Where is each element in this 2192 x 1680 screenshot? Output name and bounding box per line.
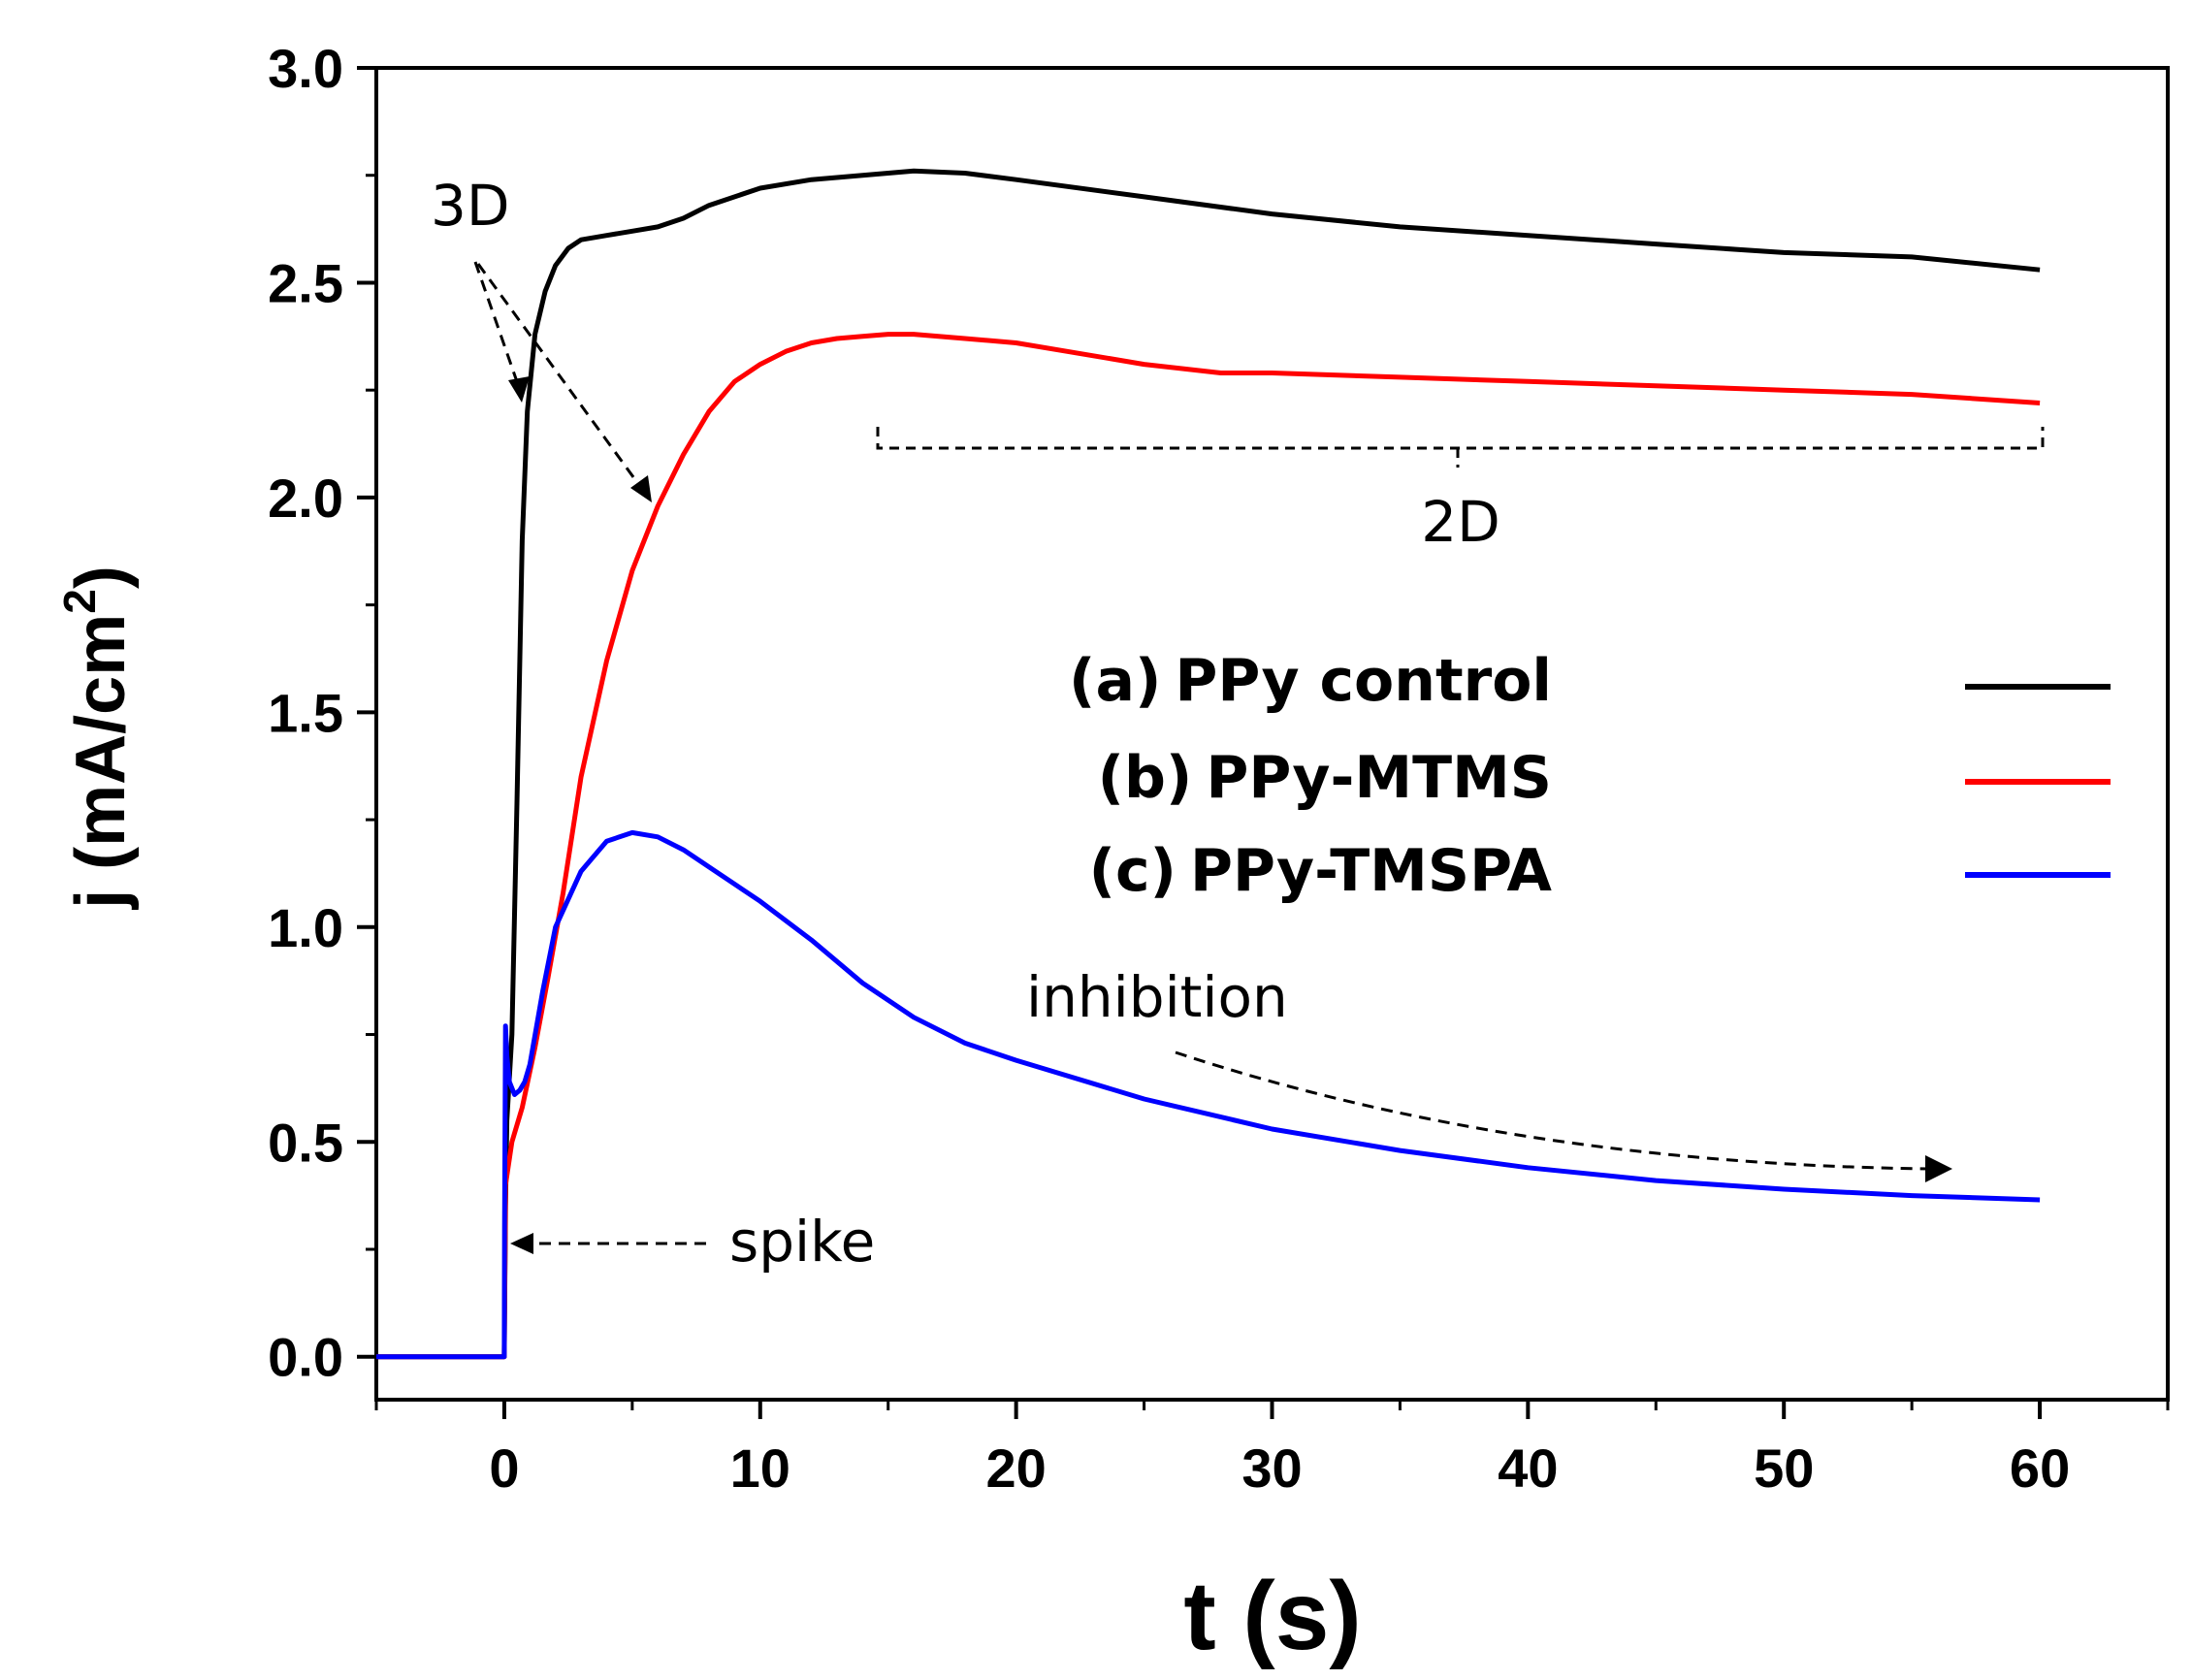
arrow-3d-to-control xyxy=(473,261,530,403)
svg-text:(c)PPy-TMSPA: (c) PPy-TMSPA xyxy=(1089,837,1553,905)
annotation-2d: 2D xyxy=(1421,489,1500,555)
x-tick-label-0: 0 xyxy=(489,1438,519,1499)
y-tick-label-4: 2.0 xyxy=(268,468,343,529)
x-axis-title: t (s) xyxy=(1183,1562,1361,1670)
arrow-inhibition xyxy=(1175,1050,1952,1182)
legend: (a) PPy control (b) PPy-MTMS (c) PPy-TMSPA xyxy=(1069,647,2111,905)
legend-label-ppy-mtms: PPy-MTMS xyxy=(1206,744,1552,812)
x-tick-label-40: 40 xyxy=(1498,1438,1558,1499)
series-line-0 xyxy=(376,168,2041,1360)
y-tick-label-3: 1.5 xyxy=(268,682,343,743)
y-axis-title: j (mA/cm2) xyxy=(54,565,140,911)
svg-text:(a)PPy control: (a) PPy control xyxy=(1069,647,1552,715)
series-layer xyxy=(376,168,2041,1360)
annotation-spike: spike xyxy=(729,1209,875,1275)
annotation-inhibition: inhibition xyxy=(1026,964,1288,1030)
annotation-3d: 3D xyxy=(431,173,510,239)
bracket-2d xyxy=(876,427,2045,468)
plot-frame xyxy=(374,66,2170,1402)
series-line-1 xyxy=(376,332,2041,1360)
legend-item-ppy-mtms: (b) PPy-MTMS xyxy=(1098,744,2111,812)
y-tick-label-0: 0.0 xyxy=(268,1327,343,1388)
axis-ticks xyxy=(357,66,2170,1419)
legend-prefix-a: (a) xyxy=(1069,647,1161,715)
y-tick-label-2: 1.0 xyxy=(268,897,343,958)
arrow-3d-to-mtms xyxy=(476,263,652,502)
arrow-spike xyxy=(510,1233,706,1254)
legend-label-ppy-tmspa: PPy-TMSPA xyxy=(1190,837,1553,905)
x-tick-label-20: 20 xyxy=(985,1438,1046,1499)
x-tick-label-10: 10 xyxy=(730,1438,790,1499)
x-tick-label-50: 50 xyxy=(1754,1438,1814,1499)
y-tick-label-1: 0.5 xyxy=(268,1112,343,1173)
y-tick-label-6: 3.0 xyxy=(268,38,343,99)
y-tick-label-5: 2.5 xyxy=(268,252,343,313)
legend-label-ppy-control: PPy control xyxy=(1175,647,1552,715)
legend-item-ppy-control: (a) PPy control xyxy=(1069,647,2111,715)
x-tick-label-30: 30 xyxy=(1241,1438,1302,1499)
x-tick-label-60: 60 xyxy=(2010,1438,2070,1499)
axis-tick-labels: 0 10 20 30 40 50 60 0.0 0.5 1.0 1.5 2.0 2.5 3.0 xyxy=(268,38,2070,1499)
legend-prefix-c: (c) xyxy=(1089,837,1177,905)
series-line-2 xyxy=(376,829,2041,1360)
y-axis-title-superscript: 2 xyxy=(54,589,105,614)
legend-prefix-b: (b) xyxy=(1098,744,1193,812)
svg-text:(b)PPy-MTMS: (b) PPy-MTMS xyxy=(1098,744,1552,812)
legend-item-ppy-tmspa: (c) PPy-TMSPA xyxy=(1089,837,2111,905)
